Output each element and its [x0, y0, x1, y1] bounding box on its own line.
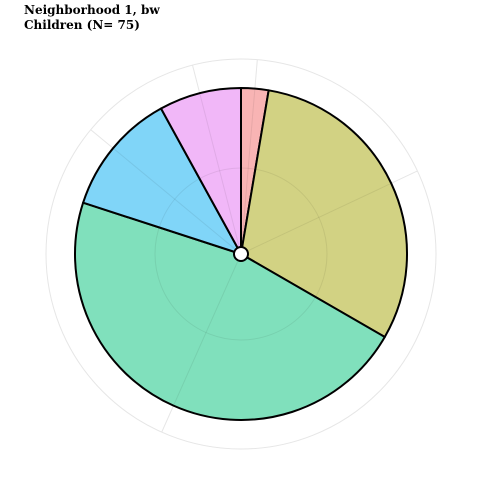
grid-spoke-overlay-5: [199, 93, 242, 255]
chart-title: Neighborhood 1, bw: [24, 3, 160, 17]
pie-slice-2: [240, 89, 408, 338]
grid-spoke-overlay-2: [240, 182, 392, 255]
pie-slice-4: [82, 107, 242, 255]
grid-circle-2: [45, 58, 437, 450]
center-hole: [233, 246, 249, 262]
chart-subtitle: Children (N= 75): [24, 18, 140, 32]
chart-title-block: Neighborhood 1, bw Children (N= 75): [24, 3, 160, 33]
pie-slice-3: [74, 201, 386, 421]
pie-slice-5: [160, 87, 242, 255]
grid-spoke-overlay-1: [240, 88, 256, 255]
grid-spoke-overlay-3: [173, 253, 242, 406]
grid-circle-overlay-1: [154, 167, 328, 341]
grid-spoke-overlay-4: [112, 147, 242, 255]
